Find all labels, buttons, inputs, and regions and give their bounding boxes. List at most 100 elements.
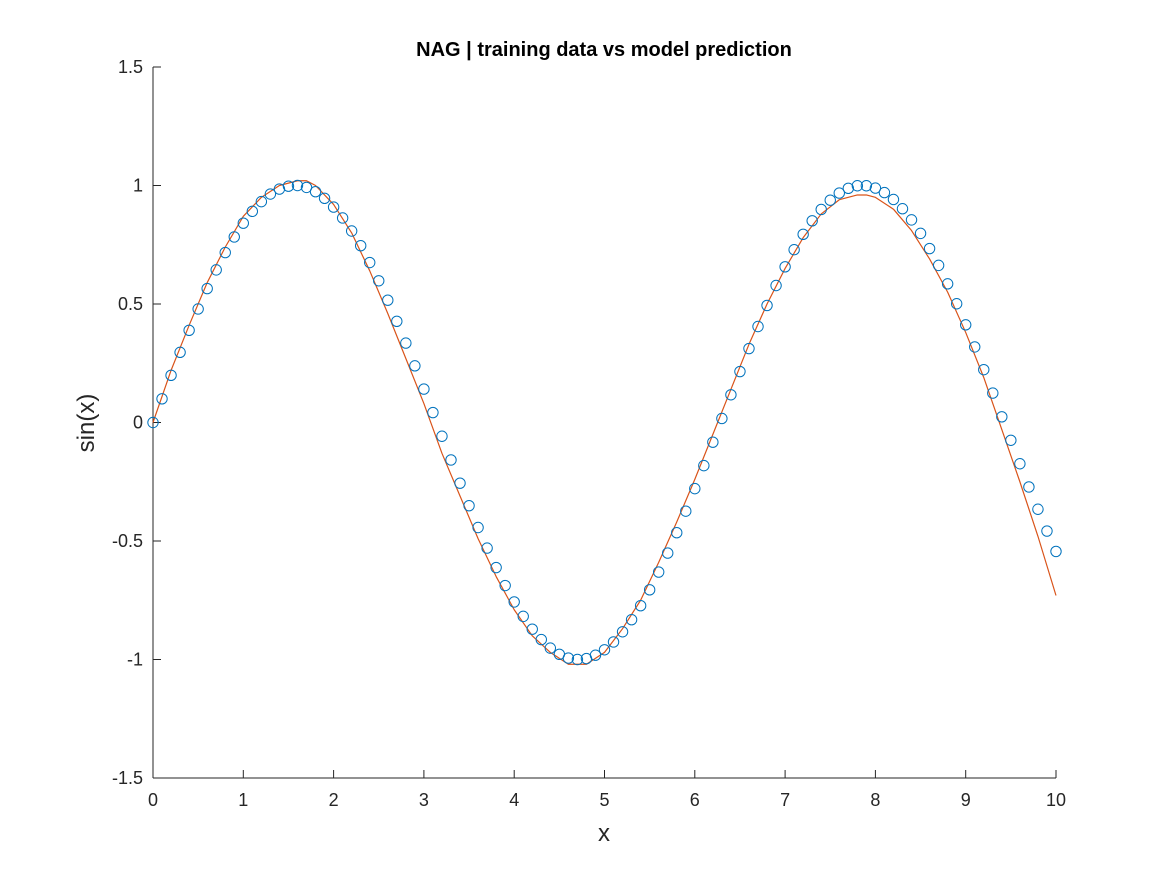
training-data-point [526,623,538,635]
training-data-point [824,194,836,206]
training-data-point [1014,458,1026,470]
training-data-point [788,244,800,256]
training-data-point [896,203,909,215]
x-tick-label: 2 [329,790,339,810]
training-data-point [336,212,349,224]
training-data-point [662,547,674,559]
chart-title: NAG | training data vs model prediction [416,39,792,61]
training-data-point [941,278,954,290]
training-data-point [598,644,611,656]
training-data-point [625,613,638,626]
x-tick-label: 6 [690,790,700,810]
training-data-point [914,227,927,240]
training-data-point [300,181,313,194]
training-data-point [454,477,466,489]
training-data-point [1041,525,1053,537]
x-tick-label: 1 [238,790,248,810]
x-tick-label: 7 [780,790,790,810]
training-data-point [842,182,855,195]
training-data-point [996,411,1008,423]
training-data-point [463,499,475,512]
training-data-point [689,482,701,495]
training-data-point [327,201,340,213]
training-data-point [156,393,168,405]
training-data-point [373,275,385,287]
y-tick-label: -1.5 [112,768,143,788]
training-data-point [869,182,882,194]
training-data-point [264,188,277,200]
training-data-point [544,642,557,654]
training-data-point [698,459,710,472]
training-data-point [490,561,502,574]
training-data-point [1050,545,1062,558]
training-data-point [969,341,981,353]
training-data-point [950,298,963,310]
prediction-line [152,180,1057,665]
training-data-point [282,180,295,192]
training-data-point [878,186,891,199]
training-data-point [752,320,764,333]
x-tick-label: 4 [509,790,519,810]
x-axis-title: x [598,820,610,847]
training-data-point [815,203,827,216]
training-data-point [1032,503,1044,515]
training-data-point [743,342,755,355]
training-data-point [707,436,719,448]
training-data-point [345,225,358,237]
training-data-point [201,282,213,295]
x-tick-label: 9 [961,790,971,810]
x-tick-label: 10 [1046,790,1066,810]
training-data-point [472,521,484,534]
training-data-point [354,240,367,252]
training-data-point [400,337,412,349]
training-data-point [779,261,791,273]
training-data-point [165,369,177,382]
training-data-point [309,185,322,198]
training-data-point [589,649,602,661]
training-data-point [932,259,945,272]
training-data-point [671,527,683,539]
training-data-point [228,231,240,243]
training-data-point [1005,434,1017,446]
training-data-point [960,319,972,331]
training-data-point [680,505,692,517]
training-data-point [508,596,520,608]
training-data-point [806,215,818,227]
training-data-point [255,195,268,208]
training-data-point [237,217,250,229]
training-data-point [643,584,656,596]
training-data-point [291,179,304,192]
training-data-point [481,542,493,554]
training-data-point [905,214,918,226]
training-data-point [409,360,421,372]
training-data-point [183,324,195,337]
y-tick-label: 0 [133,413,143,433]
training-data-point [418,383,430,395]
training-data-point [851,180,864,192]
training-data-point [725,389,737,401]
y-tick-label: -1 [127,650,143,670]
training-data-point [797,228,809,241]
training-data-point [499,579,511,592]
x-tick-label: 8 [870,790,880,810]
ticks-group: 0 1 2 3 4 5 6 7 8 9 10 1.5 1 0.5 0 -0.5 -1 -1.5 [112,57,1066,810]
training-data-point [571,653,584,666]
training-data-point [436,430,448,442]
training-data-point [652,566,665,578]
training-data-point [923,242,936,255]
training-data-point [147,416,159,429]
training-data-point [1023,481,1035,493]
training-data-point [978,363,990,376]
y-tick-label: 1 [133,176,143,196]
training-data-point [427,406,439,419]
training-data-point [607,636,620,648]
training-data-point [219,246,231,259]
training-data-point [318,192,331,205]
training-data-point [716,412,728,425]
training-data-point [445,454,457,466]
training-data-point [734,365,746,378]
training-markers-group [147,179,1062,666]
training-data-point [616,626,629,638]
